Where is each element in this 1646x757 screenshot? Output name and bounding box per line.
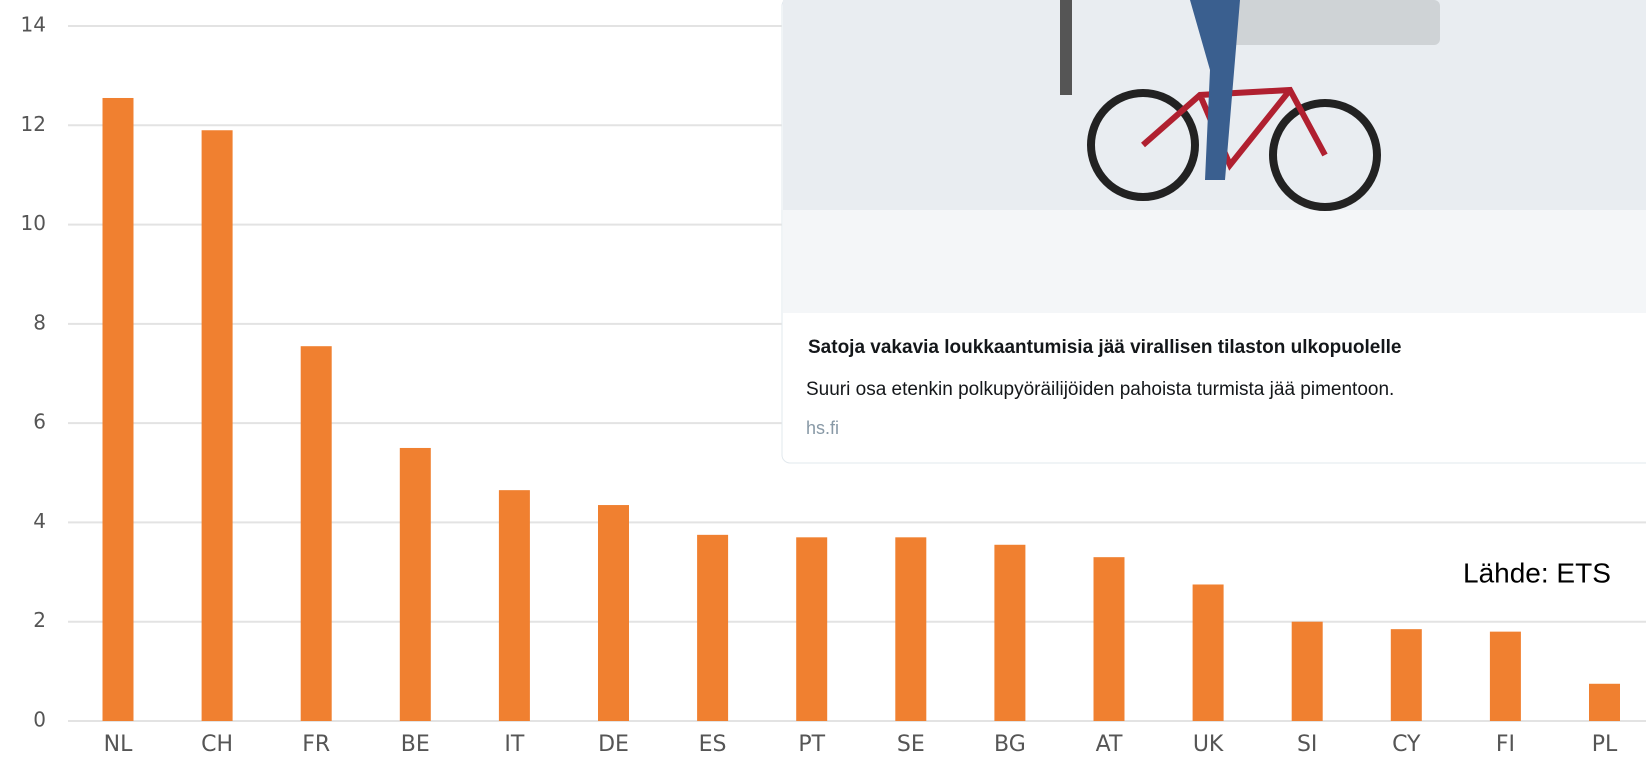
y-tick-label: 10 — [21, 211, 46, 235]
truck — [1210, 0, 1440, 45]
x-tick-label: FI — [1496, 732, 1515, 757]
y-tick-label: 8 — [33, 310, 46, 334]
x-tick-label: PL — [1592, 732, 1618, 757]
pole — [1060, 0, 1072, 95]
x-tick-label: DE — [598, 732, 629, 757]
x-tick-label: BG — [994, 732, 1026, 757]
wheel — [1269, 99, 1381, 211]
bar — [1589, 683, 1620, 721]
bar — [994, 544, 1026, 721]
x-tick-label: NL — [104, 732, 133, 757]
link-card[interactable]: Satoja vakavia loukkaantumisia jää viral… — [781, 0, 1646, 464]
x-tick-label: PT — [798, 732, 825, 757]
bar — [399, 447, 431, 721]
snow — [783, 210, 1646, 313]
bar — [895, 537, 927, 721]
y-tick-label: 0 — [33, 708, 46, 732]
wheel — [1087, 89, 1199, 201]
bar — [1291, 621, 1323, 721]
bar — [1489, 631, 1521, 721]
x-tick-label: ES — [699, 732, 727, 757]
bar — [796, 537, 828, 721]
card-title: Satoja vakavia loukkaantumisia jää viral… — [808, 337, 1401, 358]
x-tick-label: UK — [1193, 732, 1224, 757]
bar — [697, 534, 729, 721]
card-description: Suuri osa etenkin polkupyöräilijöiden pa… — [806, 379, 1394, 400]
card-domain: hs.fi — [806, 418, 839, 438]
x-tick-label: CY — [1392, 732, 1421, 757]
y-tick-label: 12 — [21, 112, 46, 136]
source-note: Lähde: ETS — [1463, 557, 1611, 588]
y-tick-label: 2 — [33, 608, 46, 632]
y-tick-label: 4 — [33, 509, 46, 533]
x-tick-label: IT — [504, 732, 524, 757]
bar — [201, 130, 233, 721]
plot-area: 0 2 4 6 8 10 12 14 NL CH FR BE IT DE ES PT SE BG AT UK SI CY F… — [21, 13, 1646, 757]
bar — [300, 346, 332, 721]
y-tick-label: 14 — [21, 13, 46, 37]
bar — [1093, 557, 1125, 721]
bar — [1390, 629, 1422, 721]
x-tick-label: SI — [1297, 732, 1317, 757]
y-tick-label: 6 — [33, 410, 46, 434]
x-tick-label: FR — [302, 732, 330, 757]
bar — [1192, 584, 1224, 721]
x-tick-label: BE — [401, 732, 430, 757]
rider — [1190, 0, 1240, 180]
x-tick-label: AT — [1096, 732, 1123, 757]
bar — [102, 97, 134, 722]
x-tick-label: CH — [201, 732, 233, 757]
bar — [598, 505, 629, 721]
bar — [498, 490, 530, 721]
x-tick-label: SE — [897, 732, 925, 757]
